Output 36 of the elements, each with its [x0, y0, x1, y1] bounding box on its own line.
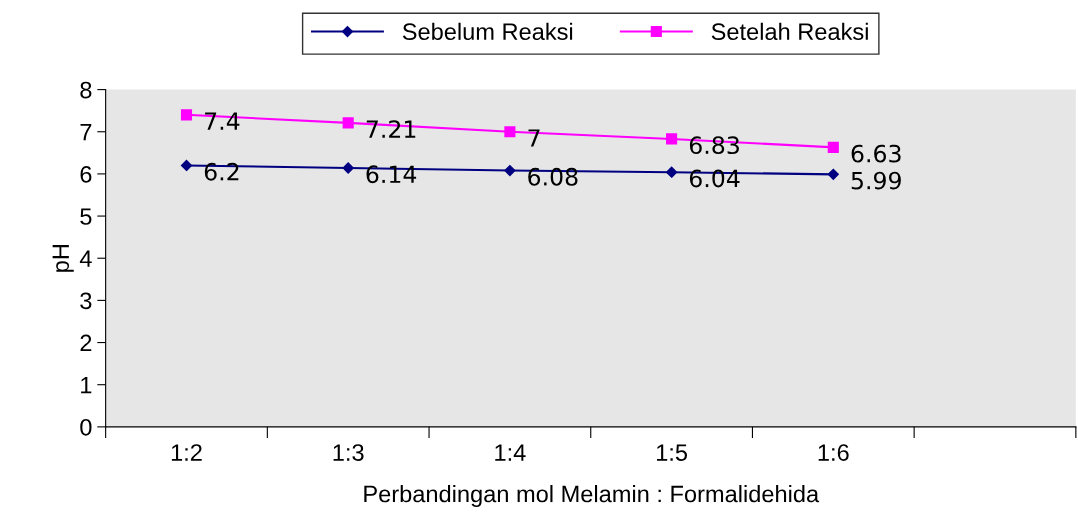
- point: [665, 166, 678, 178]
- y-tick-label: 5: [80, 208, 92, 225]
- x-tick-label: 1:2: [171, 444, 202, 461]
- x-axis-title: Perbandingan mol Melamin : Formalidehida: [364, 484, 820, 507]
- data-label: 6.63: [851, 144, 901, 163]
- y-tick-label: 0: [80, 418, 92, 436]
- point: [504, 126, 516, 138]
- x-tick-label: 1:6: [818, 444, 849, 461]
- y-tick-label: 4: [79, 250, 92, 267]
- data-label: 6.14: [366, 165, 417, 184]
- y-tick-label: 2: [80, 334, 92, 352]
- data-label: 6.2: [204, 162, 239, 181]
- point: [827, 168, 839, 180]
- y-axis-title: pH: [52, 245, 74, 272]
- data-label: 5.99: [851, 171, 901, 190]
- point: [342, 117, 354, 129]
- legend-label: Sebelum Reaksi: [402, 22, 573, 41]
- x-tick-label: 1:5: [656, 444, 688, 461]
- y-tick-label: 3: [80, 292, 92, 310]
- x-tick-label: 1:4: [495, 444, 526, 461]
- data-label: 6.08: [528, 167, 578, 186]
- y-tick-label: 1: [81, 377, 92, 394]
- point: [666, 133, 678, 145]
- y-tick-label: 8: [80, 81, 92, 99]
- x-tick-label: 1:3: [333, 444, 364, 461]
- point: [827, 141, 839, 153]
- legend-label: Setelah Reaksi: [711, 22, 868, 41]
- point: [180, 109, 193, 121]
- point: [342, 162, 354, 174]
- point: [180, 159, 193, 172]
- data-label: 7.4: [205, 112, 240, 130]
- point: [504, 164, 516, 177]
- data-label: 6.04: [689, 169, 740, 188]
- y-tick-label: 6: [80, 165, 92, 183]
- data-label: 7: [528, 129, 540, 147]
- y-tick-label: 7: [80, 124, 92, 141]
